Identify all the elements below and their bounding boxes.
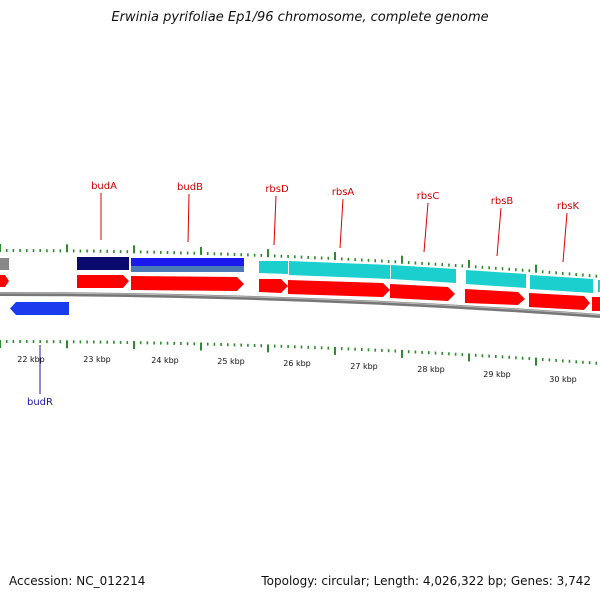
gene-label-rbsB[interactable]: rbsB (491, 196, 514, 207)
label-leaders (100, 193, 568, 263)
cds-arrow-rbsD (259, 279, 288, 293)
bottom-ticks (0, 340, 598, 366)
scale-label: 30 kbp (549, 375, 577, 384)
scale-labels: 22 kbp 23 kbp 24 kbp 25 kbp 26 kbp 27 kb… (17, 355, 577, 384)
gene-label-rbsD[interactable]: rbsD (265, 184, 289, 195)
cds-arrow-budB (131, 276, 244, 291)
gene-label-budA[interactable]: budA (91, 181, 117, 192)
cds-arrow-rbsB (465, 289, 525, 305)
gene-labels: budA budB rbsD rbsA rbsC rbsB rbsK (91, 181, 579, 212)
cds-arrow-left-partial (0, 275, 9, 287)
gene-bar-rbsB[interactable] (466, 270, 526, 288)
gene-label-rbsA[interactable]: rbsA (332, 187, 355, 198)
gene-label-budR[interactable]: budR (27, 397, 53, 408)
accession-text: Accession: NC_012214 (9, 574, 146, 588)
cds-arrow-budA (77, 275, 129, 288)
map-title: Erwinia pyrifoliae Ep1/96 chromosome, co… (111, 10, 489, 25)
gene-label-rbsK[interactable]: rbsK (557, 201, 580, 212)
gene-bar-budR[interactable] (10, 302, 69, 315)
gene-label-budB[interactable]: budB (177, 182, 203, 193)
scale-label: 25 kbp (217, 357, 245, 366)
scale-label: 23 kbp (83, 355, 111, 364)
cds-arrow-rbsA (288, 280, 390, 297)
gene-bar-rbsK[interactable] (530, 275, 593, 293)
cds-arrow-rbsK (529, 293, 590, 310)
genome-summary-text: Topology: circular; Length: 4,026,322 bp… (261, 574, 591, 588)
gene-bar-budB[interactable] (131, 258, 244, 266)
gene-label-rbsC[interactable]: rbsC (417, 191, 440, 202)
gene-bar-budB-lower (131, 266, 244, 272)
scale-label: 22 kbp (17, 355, 45, 364)
scale-label: 27 kbp (350, 362, 378, 371)
gene-bar-rbsA[interactable] (289, 261, 390, 279)
scale-label: 26 kbp (283, 359, 311, 368)
gene-bar-rbsD[interactable] (259, 261, 288, 274)
chromosome-backbone (0, 292, 600, 318)
cds-arrow-rbsC (390, 284, 455, 301)
gene-bar-rbsC[interactable] (391, 265, 456, 283)
cds-arrow-right-partial (592, 297, 600, 311)
scale-label: 28 kbp (417, 365, 445, 374)
scale-label: 29 kbp (483, 370, 511, 379)
gene-bar-budA[interactable] (77, 257, 129, 270)
chromosome-backbone-highlight (0, 292, 600, 316)
partial-gene-left (0, 258, 9, 270)
scale-label: 24 kbp (151, 356, 179, 365)
top-ticks (0, 244, 598, 278)
